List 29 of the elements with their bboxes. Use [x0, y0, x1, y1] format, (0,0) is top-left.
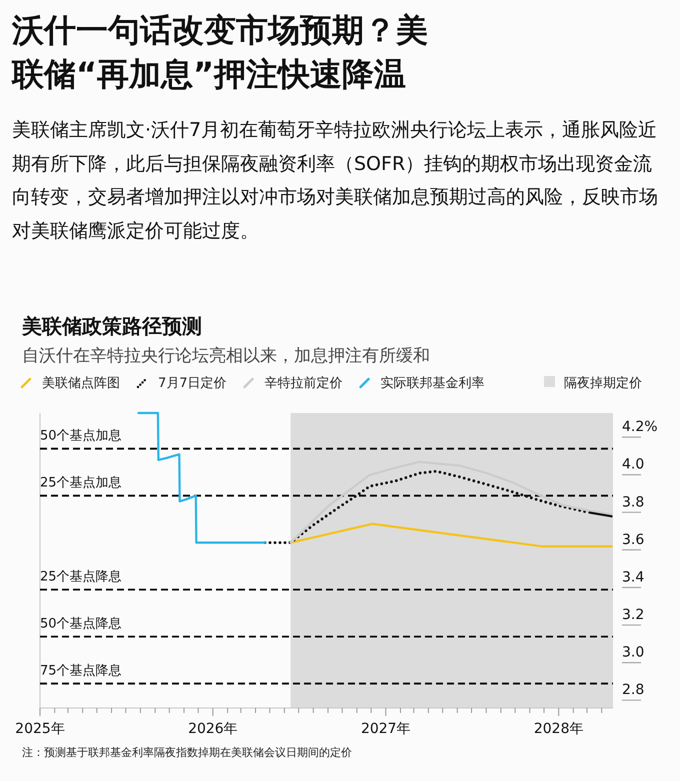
- ref-line-label: 25个基点加息: [40, 476, 122, 491]
- x-tick-label: 2025年: [15, 721, 65, 737]
- line-series: [137, 412, 266, 544]
- line-series: [289, 460, 613, 544]
- x-tick-label: 2026年: [188, 721, 238, 737]
- text: 注：预测基于联邦基金利率隔夜指数掉期在美联储会议日期间的定价: [22, 746, 352, 759]
- y-tick-label: 3.8: [622, 494, 644, 510]
- legend-label: 实际联邦基金利率: [380, 375, 485, 391]
- text: 美联储政策路径预测: [21, 314, 202, 338]
- y-tick-label: 4.0: [622, 456, 644, 473]
- legend-label: 辛特拉前定价: [264, 376, 343, 391]
- text: 自沃什在辛特拉央行论坛亮相以来，加息押注有所缓和: [22, 346, 430, 366]
- chart-subtitle: 美联储主席凯文·沃什7月初在葡萄牙辛特拉欧洲央行论坛上表示，通胀风险近期有所下降，此后与担保隔夜融资利率（SOFR）挂钩的期权市场出现资金流向转变，交易者增加押注以对冲市场对美联储加息预期过高的风险，反映市场对美联储鹰派定价可能过度。: [12, 118, 659, 244]
- y-tick-label: 3.4: [622, 569, 644, 586]
- ref-line-label: 50个基点加息: [40, 428, 122, 444]
- ref-line-label: 50个基点降息: [40, 616, 122, 632]
- y-tick-label: 3.6: [622, 532, 644, 548]
- y-tick-label: 3.0: [622, 644, 644, 661]
- legend-label: 隔夜掉期定价: [564, 375, 642, 391]
- legend-label: 7月7日定价: [158, 376, 227, 391]
- ref-line-label: 75个基点降息: [40, 664, 122, 679]
- x-tick-label: 2028年: [534, 721, 584, 737]
- y-tick-label: 4.2%: [622, 419, 658, 436]
- y-tick-label: 3.2: [622, 607, 644, 624]
- ref-line-label: 25个基点降息: [40, 570, 122, 585]
- x-tick-label: 2027年: [360, 721, 411, 737]
- y-tick-label: 2.8: [622, 682, 644, 698]
- chart-title: 沃什一句话改变市场预期？美联储“再加息”押注快速降温: [12, 10, 429, 95]
- legend-label: 美联储点阵图: [42, 375, 120, 391]
